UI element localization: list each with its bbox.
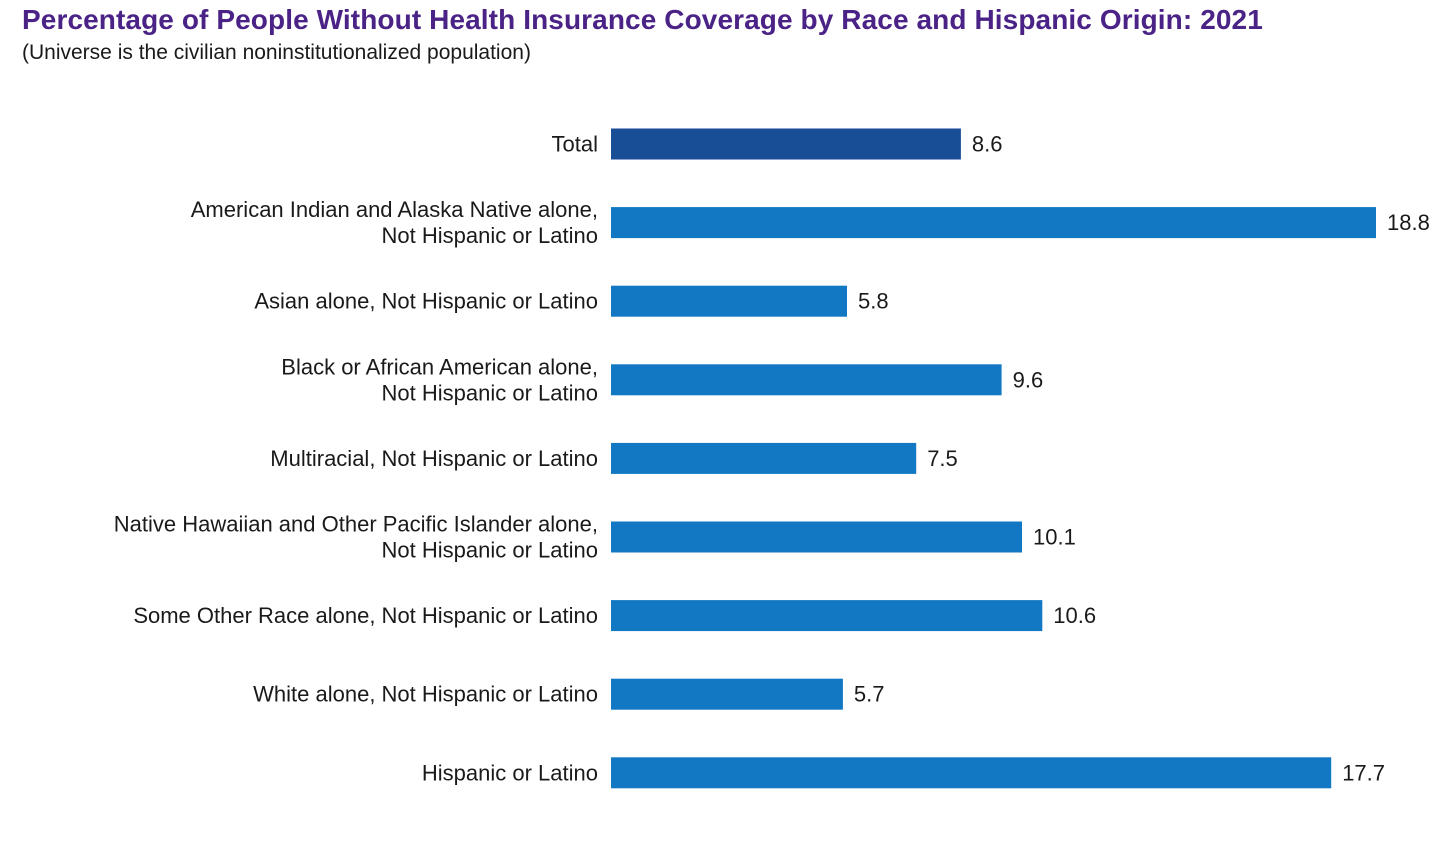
category-label-2: Asian alone, Not Hispanic or Latino (254, 289, 598, 314)
category-label-0: Total (552, 132, 598, 157)
value-label-2: 5.8 (858, 289, 889, 314)
value-label-0: 8.6 (972, 132, 1003, 157)
category-label-3-line-0: Black or African American alone, (281, 354, 598, 379)
value-label-4: 7.5 (927, 446, 958, 471)
bar-4 (611, 442, 917, 474)
bar-2 (611, 285, 847, 317)
category-label-1-line-0: American Indian and Alaska Native alone, (191, 197, 598, 222)
chart-subtitle: (Universe is the civilian noninstitution… (22, 41, 531, 64)
category-label-6: Some Other Race alone, Not Hispanic or L… (133, 603, 598, 628)
bar-5 (611, 521, 1022, 553)
category-label-5-line-0: Native Hawaiian and Other Pacific Island… (114, 512, 598, 537)
bar-3 (611, 364, 1002, 396)
value-label-5: 10.1 (1033, 525, 1076, 550)
category-label-8: Hispanic or Latino (422, 760, 598, 785)
bar-8 (611, 757, 1332, 789)
chart-title: Percentage of People Without Health Insu… (22, 4, 1263, 35)
value-label-7: 5.7 (854, 682, 885, 707)
category-label-4: Multiracial, Not Hispanic or Latino (270, 446, 598, 471)
category-label-3-line-1: Not Hispanic or Latino (382, 380, 598, 405)
value-label-3: 9.6 (1013, 367, 1044, 392)
bar-1 (611, 207, 1376, 239)
bar-6 (611, 600, 1043, 632)
category-labels-group: Total American Indian and Alaska Native a… (114, 132, 598, 786)
bar-0 (611, 128, 961, 160)
value-label-8: 17.7 (1342, 760, 1385, 785)
category-label-1-line-1: Not Hispanic or Latino (382, 223, 598, 248)
category-label-5-line-1: Not Hispanic or Latino (382, 538, 598, 563)
bar-7 (611, 678, 843, 710)
bars-group (611, 128, 1376, 789)
value-labels-group: 8.6 18.8 5.8 9.6 7.5 10.1 10.6 5.7 17.7 (854, 132, 1430, 786)
value-label-1: 18.8 (1387, 210, 1430, 235)
category-label-7: White alone, Not Hispanic or Latino (253, 682, 598, 707)
value-label-6: 10.6 (1053, 603, 1096, 628)
